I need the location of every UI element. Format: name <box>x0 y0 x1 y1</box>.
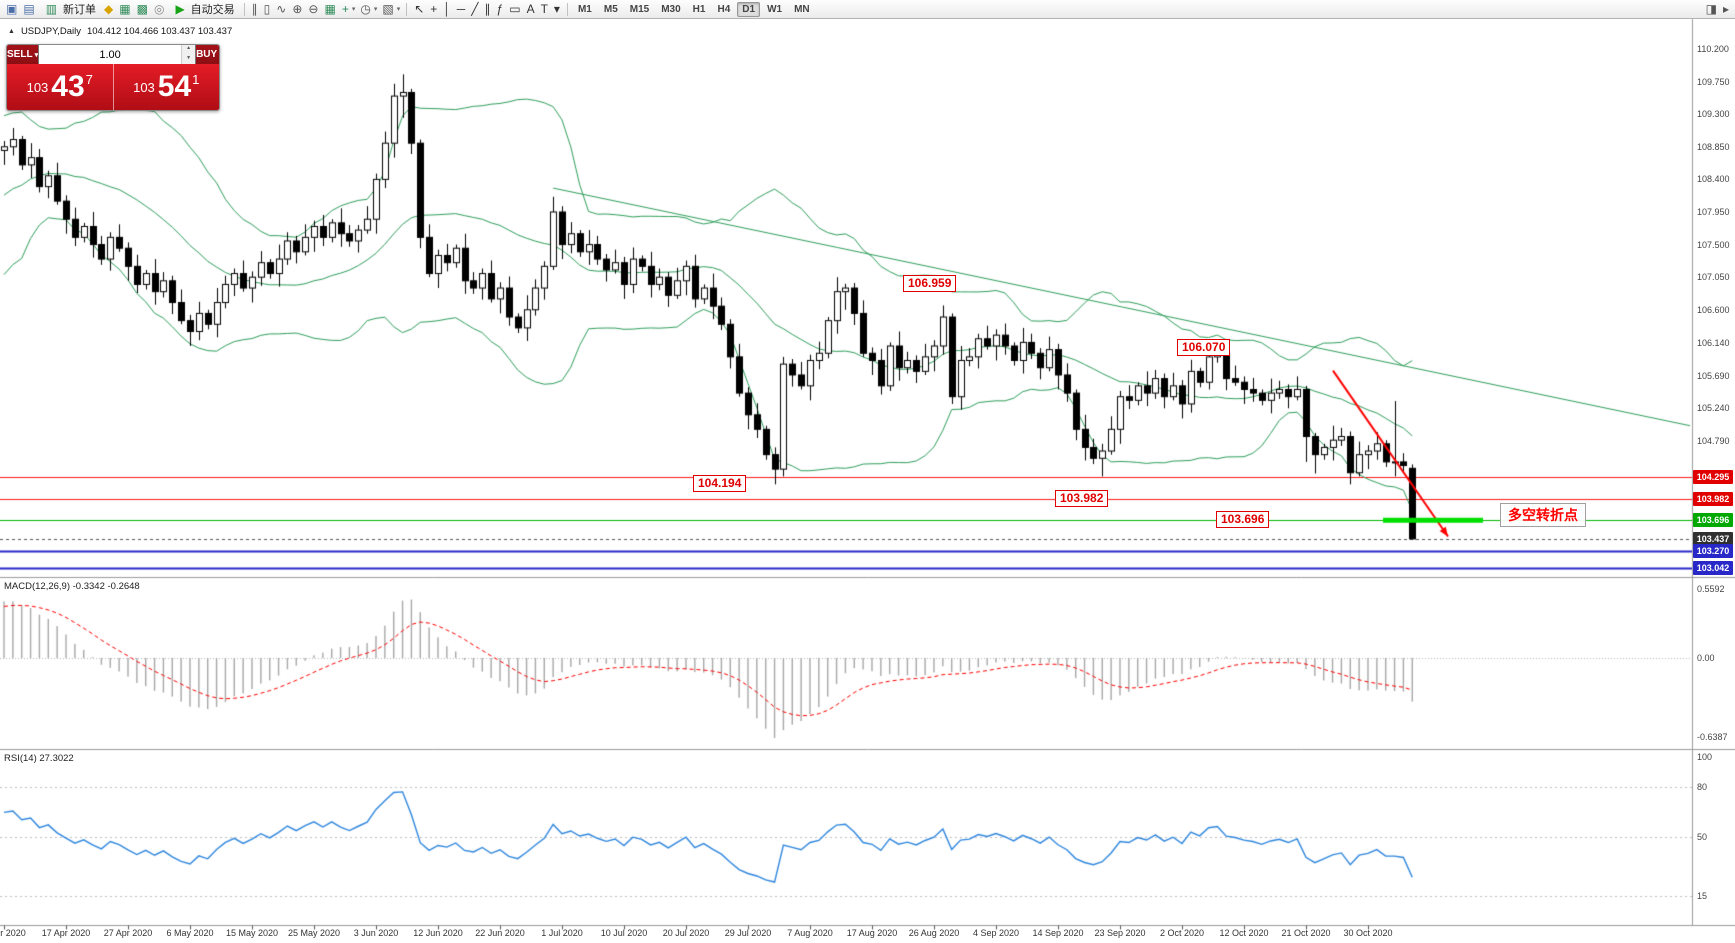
symbol-name: USDJPY,Daily <box>20 26 81 37</box>
toolbar: ▣ ▤ ▥ 新订单 ◆ ▦ ▩ ◎ ▶ 自动交易 ∥ ▯ ∿ ⊕ ⊖ ▦ + ▾ ◷ ▾ ▧ ▾ ↖ + │ ─ ╱ ∥… <box>0 0 1735 19</box>
sell-price-big: 43 <box>51 70 85 103</box>
text-icon[interactable]: A <box>526 1 535 16</box>
toolbar-group-windows: ▣ ▤ <box>3 1 38 18</box>
toolbar-group-panels: ◆ ▦ ▩ ◎ <box>101 1 167 18</box>
volume-input[interactable] <box>39 45 182 64</box>
buy-price-button[interactable]: 103 54 1 <box>114 64 220 110</box>
trendline-icon[interactable]: ╱ <box>471 1 479 16</box>
zoom-out-icon[interactable]: ⊖ <box>308 1 319 16</box>
timeframe-m1-button[interactable]: M1 <box>573 2 597 17</box>
trade-widget-header: SELL ▾ ▲ ▼ BUY ▾ <box>7 45 219 64</box>
sell-label: SELL <box>7 49 33 60</box>
sell-caret-icon: ▾ <box>34 51 39 59</box>
templates-icon-caret[interactable]: ▾ <box>396 6 401 13</box>
autotrading-label: 自动交易 <box>190 4 235 16</box>
toolbar-separator <box>243 2 245 16</box>
volume-increase-button[interactable]: ▲ <box>182 45 196 55</box>
volume-box: ▲ ▼ <box>38 45 197 64</box>
new-order-icon: ▥ <box>45 1 58 16</box>
toolbar-separator <box>406 2 408 16</box>
vertical-line-icon[interactable]: │ <box>443 1 451 16</box>
tile-windows-icon[interactable]: ▦ <box>324 1 336 16</box>
crosshair-icon[interactable]: + <box>430 1 438 16</box>
timeframe-m15-button[interactable]: M15 <box>625 2 654 17</box>
volume-decrease-button[interactable]: ▼ <box>182 54 196 64</box>
symbol-ohlc-values: 104.412 104.466 103.437 103.437 <box>86 26 233 37</box>
indicators-icon-caret[interactable]: ▾ <box>351 6 356 13</box>
volume-spinner: ▲ ▼ <box>181 45 196 64</box>
line-chart-icon[interactable]: ∿ <box>276 1 287 16</box>
zoom-in-icon[interactable]: ⊕ <box>292 1 303 16</box>
new-order-button[interactable]: ▥ 新订单 <box>38 1 101 18</box>
bar-chart-icon[interactable]: ∥ <box>251 1 258 16</box>
horizontal-line-icon[interactable]: ─ <box>456 1 466 16</box>
trade-widget-prices: 103 43 7 103 54 1 <box>7 64 219 110</box>
data-window-icon[interactable]: ▩ <box>136 1 148 16</box>
toolbar-separator <box>566 2 568 16</box>
periods-icon-caret[interactable]: ▾ <box>373 6 378 13</box>
timeframe-d1-button[interactable]: D1 <box>737 1 761 17</box>
templates-icon[interactable]: ▧ <box>382 1 394 16</box>
auto-scroll-icon[interactable]: ▸ <box>1722 1 1729 16</box>
timeframe-h1-button[interactable]: H1 <box>688 2 711 17</box>
chart-marker-icon[interactable]: ▲ <box>8 28 15 35</box>
timeframe-w1-button[interactable]: W1 <box>762 2 787 17</box>
autotrading-play-icon: ▶ <box>175 1 185 16</box>
fibonacci-icon[interactable]: ƒ <box>496 1 504 16</box>
buy-price-big: 54 <box>157 70 192 103</box>
label-icon[interactable]: T <box>540 1 548 16</box>
toolbar-group-timeframes: M1 M5 M15 M30 H1 H4 D1 W1 MN <box>572 1 816 17</box>
buy-price-figure: 103 <box>133 79 155 95</box>
timeframe-m30-button[interactable]: M30 <box>656 2 685 17</box>
timeframe-m5-button[interactable]: M5 <box>599 2 623 17</box>
timeframe-h4-button[interactable]: H4 <box>712 2 735 17</box>
cursor-icon[interactable]: ↖ <box>414 1 425 16</box>
one-click-trading-widget: SELL ▾ ▲ ▼ BUY ▾ 103 43 7 103 <box>6 44 220 111</box>
sell-price-figure: 103 <box>26 79 49 95</box>
market-watch-icon[interactable]: ▦ <box>119 1 131 16</box>
sell-price-button[interactable]: 103 43 7 <box>7 64 114 110</box>
metaeditor-icon[interactable]: ◆ <box>104 1 114 16</box>
periods-icon[interactable]: ◷ <box>360 1 371 16</box>
sell-price-pip: 7 <box>85 71 93 87</box>
autotrading-button[interactable]: ▶ 自动交易 <box>167 1 239 18</box>
candlestick-chart-icon[interactable]: ▯ <box>263 1 271 16</box>
toolbar-group-chart-tools: ∥ ▯ ∿ ⊕ ⊖ ▦ + ▾ ◷ ▾ ▧ ▾ <box>249 1 403 18</box>
buy-label: BUY <box>196 49 218 60</box>
buy-button[interactable]: BUY ▾ <box>196 45 220 64</box>
shapes-icon[interactable]: ▭ <box>509 1 521 16</box>
symbol-info: ▲ USDJPY,Daily 104.412 104.466 103.437 1… <box>8 26 232 37</box>
indicators-icon[interactable]: + <box>341 1 349 16</box>
sell-button[interactable]: SELL ▾ <box>7 45 38 64</box>
objects-list-icon[interactable]: ▾ <box>553 1 560 16</box>
timeframe-mn-button[interactable]: MN <box>789 2 815 17</box>
navigator-icon[interactable]: ◎ <box>153 1 165 16</box>
new-order-label: 新订单 <box>63 4 97 16</box>
toolbar-group-right: ◨ ▸ <box>1703 1 1732 18</box>
chart-shift-icon[interactable]: ◨ <box>1705 1 1717 16</box>
charts-window-icon[interactable]: ▣ <box>6 1 18 16</box>
buy-price-pip: 1 <box>192 71 200 87</box>
toolbar-group-draw-tools: ↖ + │ ─ ╱ ∥ ƒ ▭ A T ▾ <box>411 1 563 18</box>
equidistant-channel-icon[interactable]: ∥ <box>484 1 491 16</box>
buy-caret-icon: ▾ <box>219 51 220 59</box>
profiles-icon[interactable]: ▤ <box>23 1 35 16</box>
